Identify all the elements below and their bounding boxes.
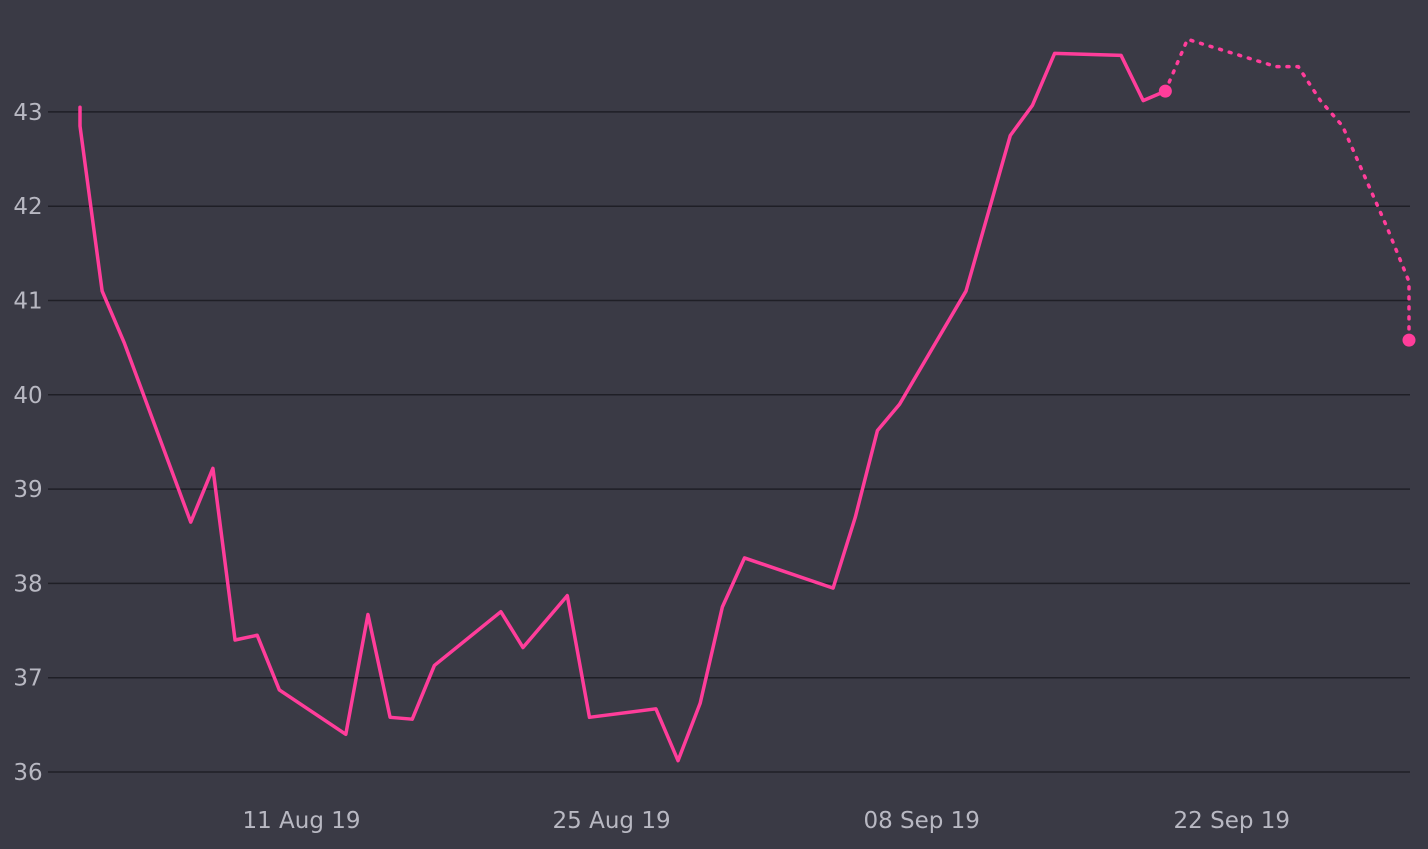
x-tick-label: 08 Sep 19 [863, 808, 980, 834]
y-tick-label: 37 [13, 666, 42, 692]
data-point-marker[interactable] [1402, 333, 1416, 347]
y-tick-label: 39 [13, 477, 42, 503]
y-tick-label: 38 [13, 571, 42, 597]
grid [48, 111, 1410, 773]
series-line-projected [1163, 37, 1411, 342]
y-tick-label: 43 [13, 100, 42, 126]
data-point-marker[interactable] [1158, 84, 1172, 98]
x-tick-label: 11 Aug 19 [242, 808, 360, 834]
x-tick-label: 25 Aug 19 [553, 808, 671, 834]
y-axis: 36 37 38 39 40 41 42 43 [13, 100, 42, 786]
x-axis: 11 Aug 19 25 Aug 19 08 Sep 19 22 Sep 19 [242, 808, 1290, 834]
series-line-actual [78, 51, 1168, 763]
y-tick-label: 42 [13, 194, 42, 220]
x-tick-label: 22 Sep 19 [1174, 808, 1291, 834]
marker-group [1158, 84, 1416, 347]
y-tick-label: 40 [13, 383, 42, 409]
y-tick-label: 36 [13, 760, 42, 786]
y-tick-label: 41 [13, 289, 42, 315]
series-group [78, 37, 1411, 763]
